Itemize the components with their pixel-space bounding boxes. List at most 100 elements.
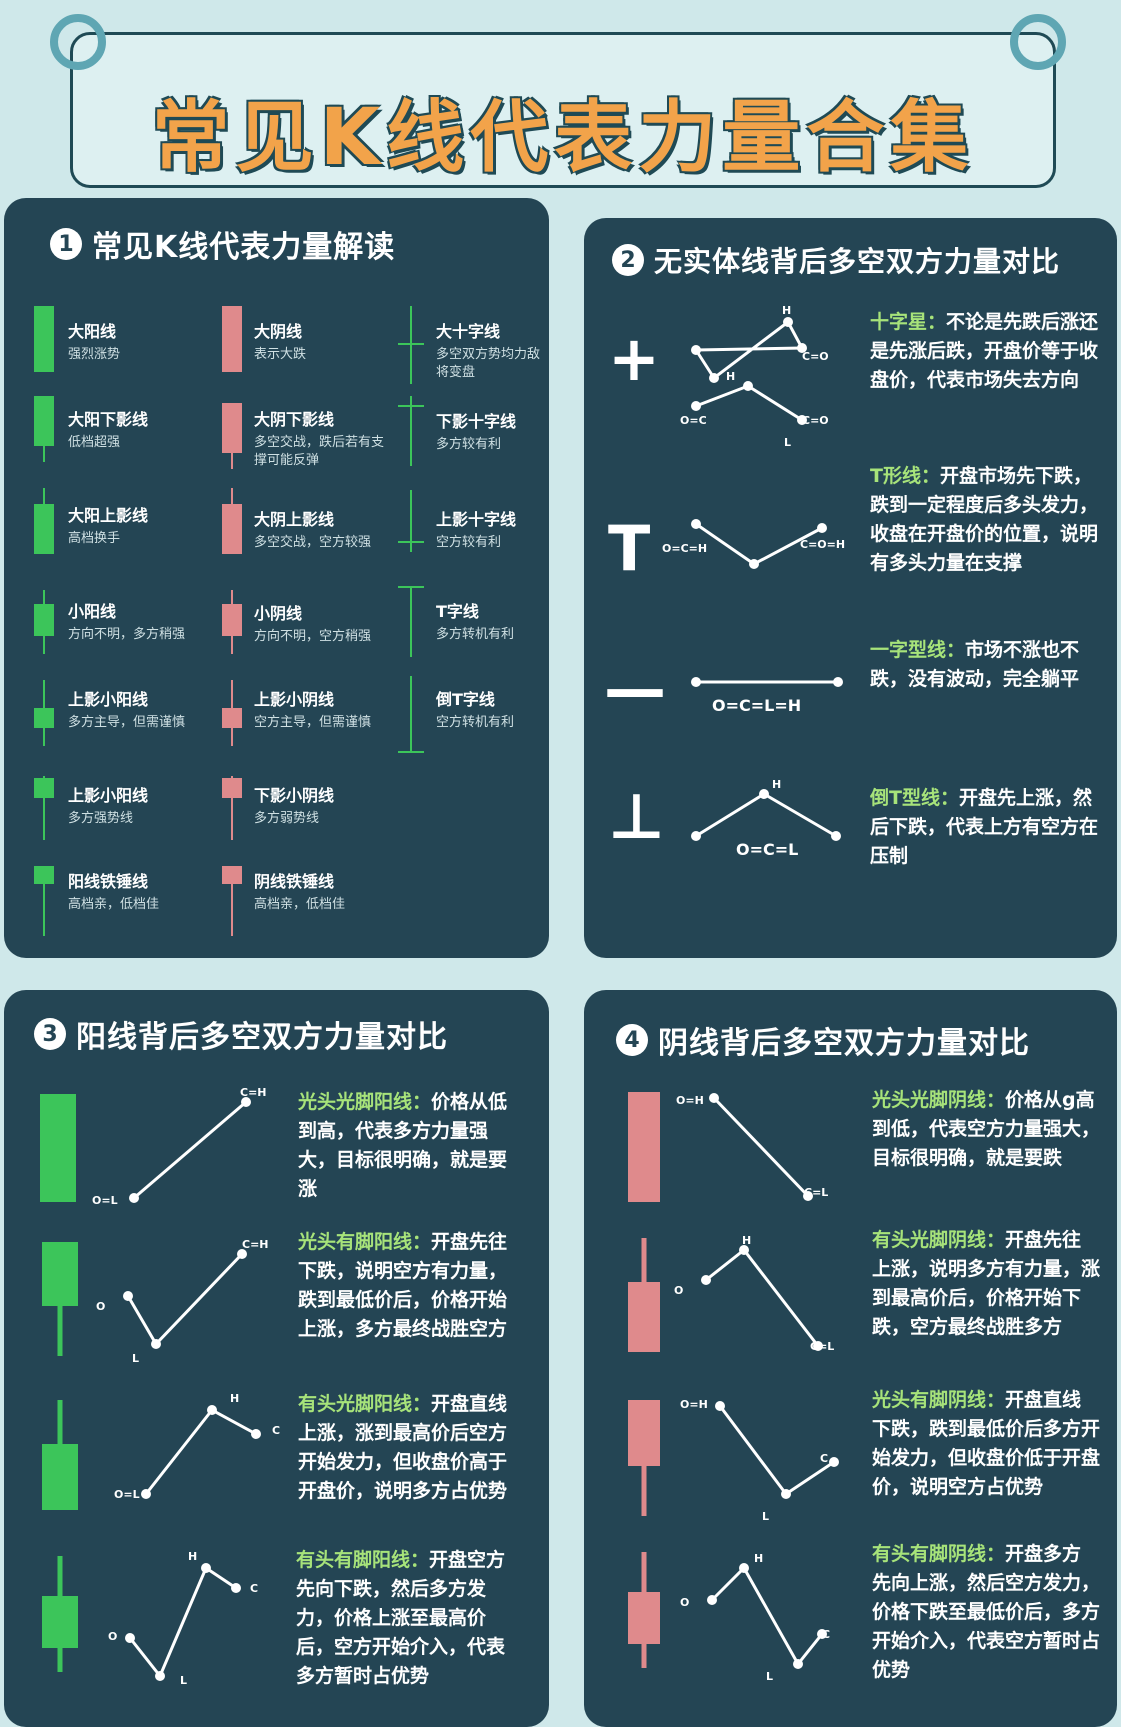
cross-star-desc: 十字星：不论是先跌后涨还是先涨后跌，开盘价等于收盘价，代表市场失去方向 (870, 311, 1099, 391)
panel-candlestick-meanings: 1 常见K线代表力量解读 大阳线 强烈涨势 大阴线 表示大跌 大十字线 多空双方势均力… (4, 198, 549, 958)
panel3-header: 3 阳线背后多空双方力量对比 (34, 1012, 448, 1056)
bear-both-shadow-desc: 有头有脚阴线：开盘多方先向上涨，然后空方发力，价格下跌至最低价后，多方开始介入，… (872, 1543, 1101, 1681)
bear-marubozu-desc: 光头光脚阴线：价格从g高到低，代表空方力量强大，目标很明确，就是要跌 (872, 1089, 1101, 1169)
inverted-t-desc: 倒T型线：开盘先上涨，然后下跌，代表上方有空方在压制 (870, 787, 1099, 867)
bear2-label-h: H (742, 1234, 752, 1247)
bull-marubozu-desc: 光头光脚阳线：价格从低到高，代表多方力量强大，目标很明确，就是要涨 (298, 1091, 508, 1200)
title-banner: 常见K线代表力量合集 (70, 32, 1056, 188)
bear-both-shadow-diagram (707, 1563, 827, 1669)
bull4-label-o: O (108, 1630, 118, 1643)
item-small-bear: 小阴线 方向不明，空方稍强 (254, 604, 372, 644)
bull-lower-shadow-desc: 光头有脚阳线：开盘先往下跌，说明空方有力量，跌到最低价后，价格开始上涨，多方最终… (298, 1231, 508, 1340)
panel2-title: 无实体线背后多空双方力量对比 (654, 245, 1061, 278)
panel3-title: 阳线背后多空双方力量对比 (76, 1020, 448, 1055)
bear-upper-shadow-desc: 有头光脚阴线：开盘先往上涨，说明多方有力量，涨到最高价后，价格开始下跌，空方最终… (872, 1229, 1101, 1338)
panel4-number: 4 (616, 1024, 648, 1056)
item-bull-hammer: 阳线铁锤线 高档亲，低档佳 (68, 872, 160, 912)
bull4-label-h: H (188, 1550, 198, 1563)
bear4-label-h: H (754, 1552, 764, 1565)
t-shape-diagram (691, 519, 827, 569)
bull4-label-c: C (250, 1582, 259, 1595)
bull-marubozu-diagram (129, 1097, 251, 1203)
bull3-label-h: H (230, 1392, 240, 1405)
item-big-bear: 大阴线 表示大跌 (254, 322, 307, 362)
bull1-label-ch: C=H (240, 1086, 267, 1099)
bull-upper-shadow-desc: 有头光脚阳线：开盘直线上涨，涨到最高价后空方开始发力，但收盘价高于开盘价，说明多… (298, 1393, 508, 1502)
item-inverted-t: 倒T字线 空方转机有利 (436, 690, 515, 730)
bull3-label-c: C (272, 1424, 281, 1437)
bull-upper-shadow-diagram (141, 1405, 261, 1499)
flat-label-oclh: O=C=L=H (712, 696, 802, 715)
item-small-bull: 小阳线 方向不明，多方稍强 (68, 602, 186, 642)
cross-label-h2: H (726, 370, 736, 383)
item-lower-doji: 下影十字线 多方较有利 (436, 412, 517, 452)
t-shape-desc: T形线：开盘市场先下跌，跌到一定程度后多头发力，收盘在开盘价的位置，说明有多头力… (870, 465, 1099, 574)
item-upper-small-bull: 上影小阳线 多方主导，但需谨慎 (68, 690, 186, 730)
bear2-label-cl: C=L (810, 1340, 835, 1353)
bear-marubozu-diagram (709, 1093, 813, 1201)
inv-t-label-h: H (772, 778, 782, 791)
bear4-label-c: C (822, 1628, 831, 1641)
bull2-label-l: L (132, 1352, 140, 1365)
panel2-header: 2 无实体线背后多空双方力量对比 (612, 240, 1060, 280)
panel-bear-lines: 4 阴线背后多空双方力量对比 O=H C=L 光头光脚阴线：价格从g高到低，代表… (584, 990, 1117, 1727)
item-bull-upper-shadow: 大阳上影线 高档换手 (68, 506, 149, 546)
cross-label-oc: O=C (680, 414, 707, 427)
panel3-number: 3 (34, 1018, 66, 1050)
item-big-bull: 大阳线 强烈涨势 (68, 322, 121, 362)
bear1-label-cl: C=L (804, 1186, 829, 1199)
t-shape-symbol: T (608, 512, 651, 585)
bear3-label-c: C (820, 1452, 829, 1465)
flat-line-desc: 一字型线：市场不涨也不跌，没有波动，完全躺平 (870, 639, 1080, 690)
bull1-label-ol: O=L (92, 1194, 118, 1207)
cross-label-co2: C=O (802, 414, 829, 427)
bear4-label-l: L (766, 1670, 774, 1683)
item-bull-strong: 上影小阳线 多方强势线 (68, 786, 149, 826)
item-bear-weak: 下影小阴线 多方弱势线 (254, 786, 335, 826)
item-big-doji: 大十字线 多空双方势均力敌将变盘 (436, 322, 541, 380)
panel-bull-lines: 3 阳线背后多空双方力量对比 C=H O=L 光头光脚阳线：价格从低到高，代表多… (4, 990, 549, 1727)
cross-star-diagram (691, 317, 807, 425)
item-bear-lower-shadow: 大阴下影线 多空交战，跌后若有支撑可能反弹 (254, 410, 385, 468)
item-t-line: T字线 多方转机有利 (436, 602, 515, 642)
panel1-number: 1 (50, 228, 82, 260)
bear-lower-shadow-desc: 光头有脚阴线：开盘直线下跌，跌到最低价后多方开始发力，但收盘价低于开盘价，说明空… (872, 1389, 1101, 1498)
flat-line-symbol: — (604, 652, 666, 725)
bear-lower-shadow-diagram (715, 1401, 839, 1499)
t-label-och: O=C=H (662, 542, 708, 555)
panel-no-body-lines: 2 无实体线背后多空双方力量对比 + H C=O H O=C C=O L 十字星… (584, 218, 1117, 958)
item-upper-doji: 上影十字线 空方较有利 (436, 510, 517, 550)
ring-decoration-right (1010, 14, 1066, 70)
flat-line-diagram (691, 677, 843, 687)
bull-both-shadow-desc: 有头有脚阳线：开盘空方先向下跌，然后多方发力，价格上涨至最高价后，空方开始介入，… (296, 1549, 506, 1687)
bear2-label-o: O (674, 1284, 684, 1297)
panel4-title: 阴线背后多空双方力量对比 (658, 1026, 1030, 1061)
bear4-label-o: O (680, 1596, 690, 1609)
t-label-coh: C=O=H (800, 538, 846, 551)
panel1-header: 1 常见K线代表力量解读 (50, 222, 395, 266)
cross-label-co1: C=O (802, 350, 829, 363)
bear3-label-l: L (762, 1510, 770, 1523)
panel1-title: 常见K线代表力量解读 (92, 230, 396, 265)
bull-lower-shadow-diagram (123, 1249, 247, 1349)
bull2-label-ch: C=H (242, 1238, 269, 1251)
bull2-label-o: O (96, 1300, 106, 1313)
page-title: 常见K线代表力量合集 (151, 93, 975, 183)
cross-label-h1: H (782, 304, 792, 317)
bull4-label-l: L (180, 1674, 188, 1687)
bear-upper-shadow-diagram (701, 1245, 823, 1351)
ring-decoration-left (50, 14, 106, 70)
panel4-header: 4 阴线背后多空双方力量对比 (616, 1018, 1030, 1062)
inverted-t-symbol: ⊥ (608, 780, 665, 853)
item-upper-small-bear: 上影小阴线 空方主导，但需谨慎 (254, 690, 372, 730)
bear3-label-oh: O=H (680, 1398, 708, 1411)
cross-label-l: L (784, 436, 792, 449)
panel2-number: 2 (612, 244, 644, 276)
bear1-label-oh: O=H (676, 1094, 704, 1107)
item-bull-lower-shadow: 大阳下影线 低档超强 (68, 410, 149, 450)
inverted-t-diagram (691, 789, 841, 841)
bull-both-shadow-diagram (125, 1563, 241, 1681)
item-bear-upper-shadow: 大阴上影线 多空交战，空方较强 (254, 510, 372, 550)
bull3-label-ol: O=L (114, 1488, 140, 1501)
item-bear-hammer: 阴线铁锤线 高档亲，低档佳 (254, 872, 346, 912)
